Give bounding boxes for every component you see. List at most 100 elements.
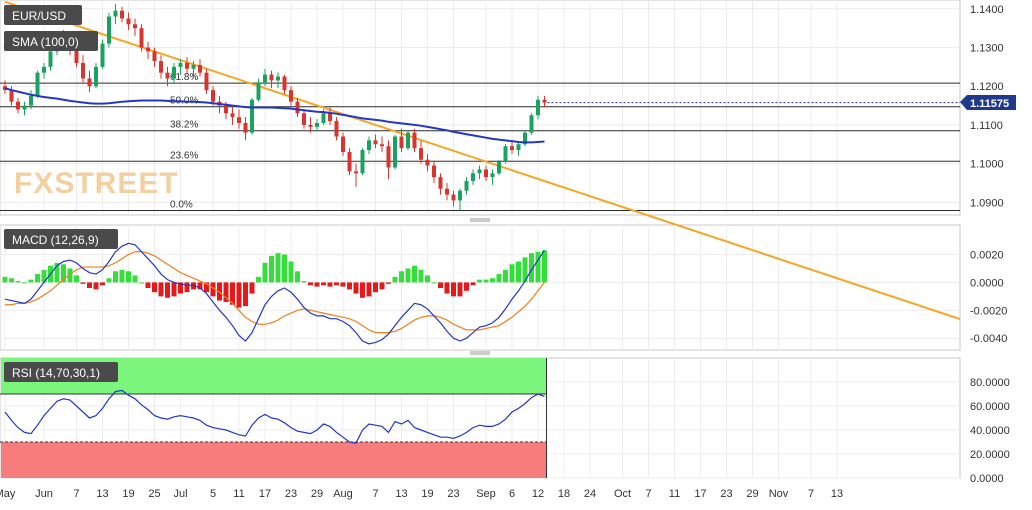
x-tick-label: 18 <box>558 488 570 500</box>
candle-body <box>100 43 105 67</box>
candle-body <box>198 64 202 73</box>
macd-histogram-bar <box>295 271 300 283</box>
macd-histogram-bar <box>106 278 112 283</box>
macd-histogram-bar <box>509 264 515 283</box>
macd-histogram-bar <box>457 282 463 297</box>
candle-body <box>458 190 462 201</box>
candle-body <box>360 150 365 174</box>
symbol-label[interactable]: EUR/USD <box>4 5 82 25</box>
candle-body <box>295 101 300 114</box>
macd-histogram-bar <box>93 282 99 290</box>
macd-tick-label: -0.0020 <box>970 305 1007 317</box>
trendline <box>4 0 961 320</box>
candle-body <box>425 159 430 166</box>
x-tick-label: 23 <box>285 488 297 500</box>
rsi-oversold-band <box>1 442 547 478</box>
macd-histogram-bar <box>158 282 164 297</box>
price-panel <box>0 0 961 216</box>
macd-histogram-bar <box>535 251 541 283</box>
macd-histogram-bar <box>366 282 372 297</box>
candle-body <box>81 62 85 79</box>
last-price-tag: 1.11575 <box>960 95 1016 110</box>
panel-resize-handle[interactable] <box>470 351 490 355</box>
candle-body <box>152 51 157 62</box>
macd-histogram-bar <box>204 282 209 293</box>
candle-body <box>224 105 228 114</box>
candle-body <box>16 101 20 110</box>
candle-body <box>529 115 534 133</box>
candle-body <box>126 18 131 25</box>
candle-body <box>412 132 417 149</box>
macd-histogram-bar <box>145 282 151 288</box>
panel-resize-handle[interactable] <box>470 218 490 222</box>
candle-body <box>74 47 79 63</box>
x-tick-label: 23 <box>720 488 732 500</box>
macd-tick-label: -0.0040 <box>970 333 1007 345</box>
candle-body <box>367 140 371 151</box>
macd-histogram-bar <box>392 276 398 283</box>
candle-body <box>516 144 521 151</box>
x-tick-label: 19 <box>421 488 433 500</box>
macd-histogram-bar <box>119 269 125 283</box>
candle-body <box>29 95 33 106</box>
candle-body <box>328 113 332 122</box>
macd-histogram-bar <box>399 271 404 283</box>
sma-label[interactable]: SMA (100,0) <box>4 31 98 51</box>
macd-histogram-bar <box>113 271 118 283</box>
candle-body <box>354 171 358 174</box>
candle-body <box>497 161 501 174</box>
macd-histogram-bar <box>275 253 281 283</box>
rsi-tick-label: 60.0000 <box>970 401 1010 413</box>
macd-histogram-bar <box>9 278 14 283</box>
x-tick-label: 7 <box>645 488 651 500</box>
candle-body <box>471 173 475 182</box>
candle-body <box>445 188 449 195</box>
candle-body <box>282 76 287 91</box>
candle-body <box>120 10 124 19</box>
macd-histogram-bar <box>438 282 443 288</box>
macd-histogram-bar <box>334 282 339 286</box>
macd-histogram-bar <box>477 279 482 283</box>
macd-label[interactable]: MACD (12,26,9) <box>4 229 118 249</box>
macd-histogram-bar <box>210 282 216 297</box>
candle-body <box>165 72 170 79</box>
candle-body <box>139 28 144 48</box>
rsi-tick-label: 0.0000 <box>970 473 1004 485</box>
candle-body <box>276 76 280 81</box>
macd-tick-label: 0.0000 <box>970 277 1004 289</box>
x-tick-label: 12 <box>532 488 544 500</box>
macd-histogram-bar <box>444 282 450 294</box>
macd-histogram-bar <box>425 275 430 283</box>
candle-body <box>321 113 326 123</box>
macd-line <box>4 242 545 345</box>
macd-histogram-bar <box>308 282 313 286</box>
candle-body <box>464 181 469 191</box>
symbol-text: EUR/USD <box>12 9 66 23</box>
candle-body <box>490 173 495 178</box>
macd-histogram-bar <box>314 282 320 287</box>
macd-histogram-bar <box>347 282 352 290</box>
candle-body <box>341 136 345 153</box>
candle-body <box>536 99 540 116</box>
macd-histogram-bar <box>35 274 40 283</box>
macd-histogram-bar <box>165 282 170 298</box>
x-tick-label: 24 <box>584 488 596 500</box>
candle-body <box>87 78 92 87</box>
price-tick-label: 1.1000 <box>970 159 1004 171</box>
candle-body <box>211 90 215 102</box>
x-tick-label: Oct <box>614 488 631 500</box>
x-tick-label: 29 <box>746 488 758 500</box>
x-tick-label: 11 <box>669 488 680 500</box>
macd-histogram-bar <box>282 254 287 283</box>
macd-histogram-bar <box>171 282 177 297</box>
candle-body <box>237 117 241 123</box>
candle-body <box>315 122 319 127</box>
macd-histogram-bar <box>321 282 326 286</box>
macd-histogram-bar <box>197 282 203 290</box>
rsi-label[interactable]: RSI (14,70,30,1) <box>4 362 118 382</box>
macd-histogram-bar <box>470 282 476 286</box>
candle-body <box>107 16 111 44</box>
candle-body <box>243 122 248 133</box>
macd-histogram-bar <box>353 282 359 294</box>
